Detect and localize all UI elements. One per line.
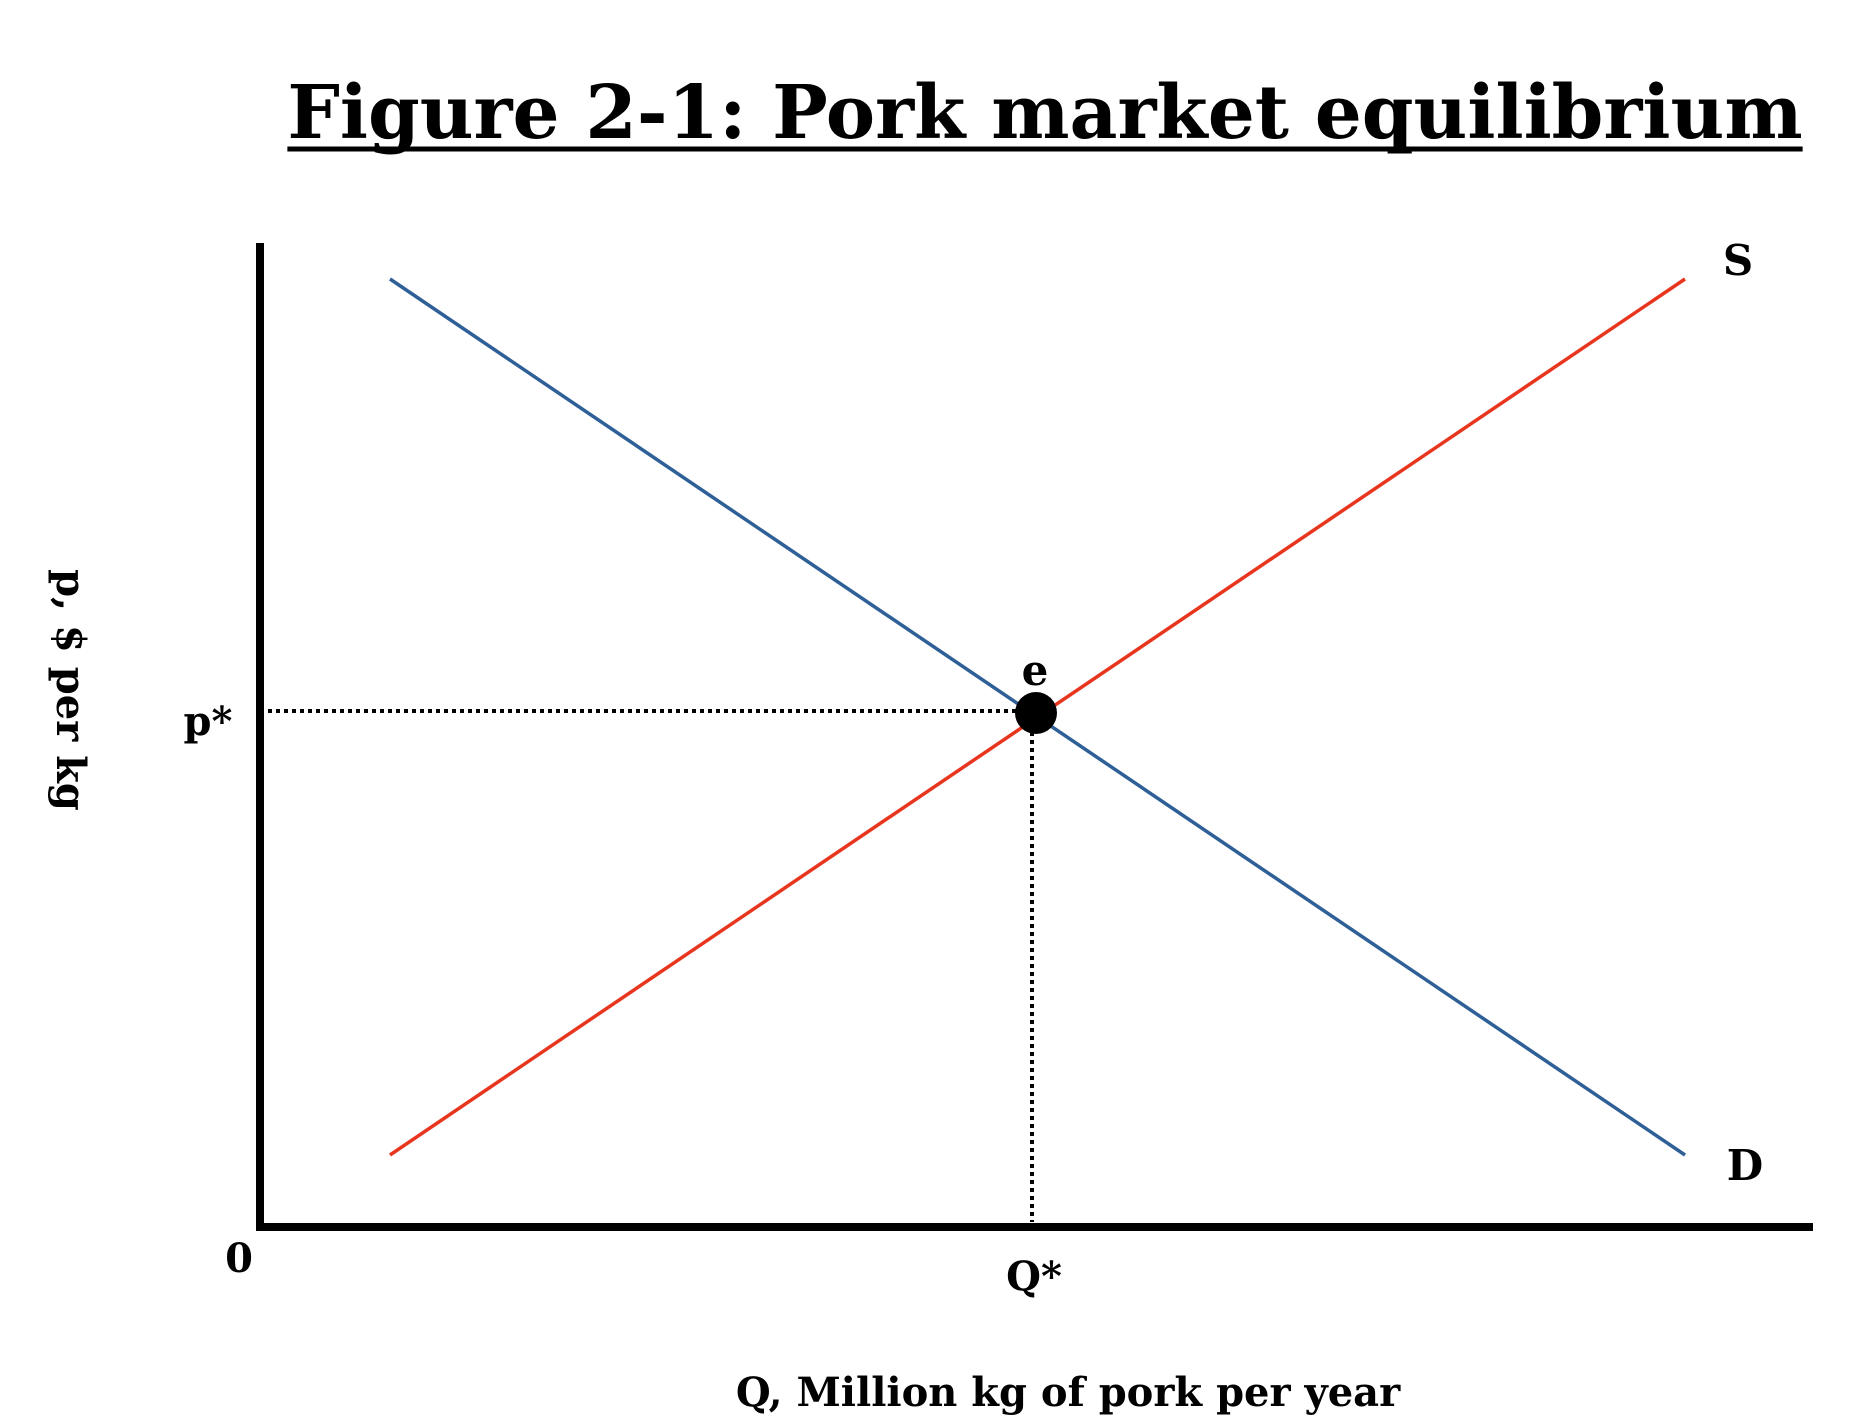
- price-star-label: p*: [184, 698, 233, 745]
- quantity-star-label: Q*: [1006, 1253, 1062, 1300]
- supply-label: S: [1723, 236, 1753, 285]
- y-axis-title: p, $ per kg: [47, 569, 94, 811]
- figure-title: Figure 2-1: Pork market equilibrium: [287, 70, 1802, 156]
- origin-label: 0: [225, 1235, 253, 1282]
- equilibrium-point: [1015, 692, 1057, 734]
- x-axis-title: Q, Million kg of pork per year: [736, 1369, 1401, 1416]
- demand-label: D: [1727, 1141, 1763, 1190]
- equilibrium-label: e: [1022, 646, 1049, 695]
